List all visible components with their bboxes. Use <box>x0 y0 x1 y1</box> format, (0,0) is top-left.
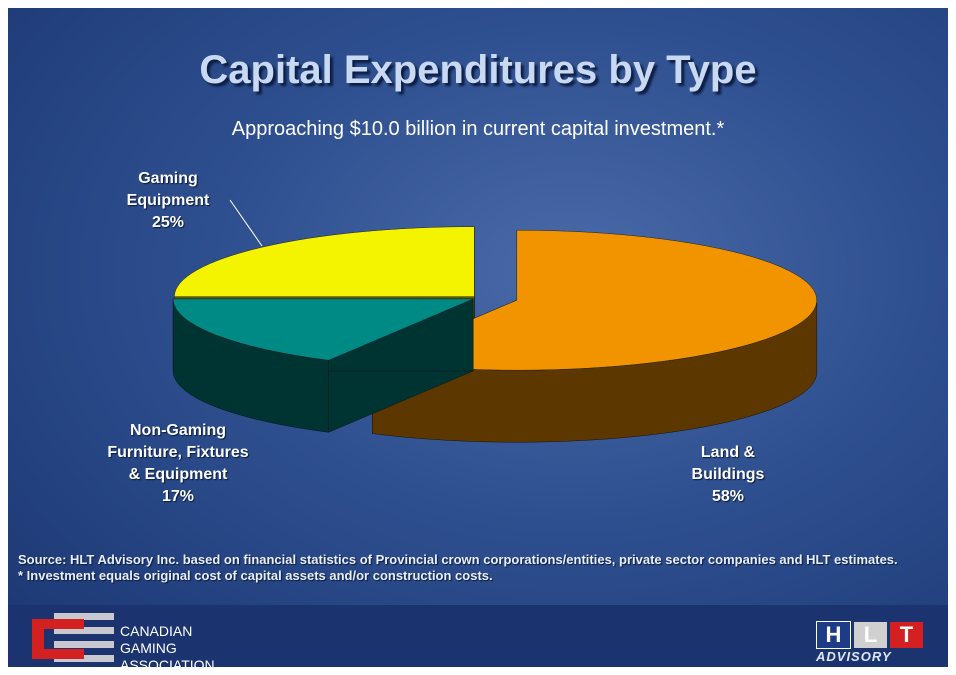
category-label: Land & Buildings <box>691 444 765 483</box>
chart-title: Capital Expenditures by Type <box>199 48 757 92</box>
slide: Capital Expenditures by Type Approaching… <box>8 8 948 667</box>
slice <box>371 229 818 371</box>
chart-subtitle: Approaching $10.0 billion in current cap… <box>231 118 725 140</box>
slice-label: Non-Gaming Furniture, Fixtures & Equipme… <box>103 420 253 508</box>
logo-text: CANADIAN <box>120 623 193 639</box>
source-notes: Source: HLT Advisory Inc. based on finan… <box>18 552 918 584</box>
logo-text: ADVISORY <box>816 649 892 664</box>
footnote: * Investment equals original cost of cap… <box>18 568 493 583</box>
value-label: 25% <box>151 214 185 231</box>
logo-letter: L <box>854 622 887 648</box>
logo-letter: H <box>816 621 851 649</box>
cga-logo-icon <box>32 613 114 662</box>
leader-line <box>229 199 263 247</box>
logo-text: ASSOCIATION <box>120 657 215 667</box>
source: Source: HLT Advisory Inc. based on finan… <box>18 552 898 567</box>
association-name: CANADIAN GAMING ASSOCIATION <box>120 623 215 667</box>
logo-letter: T <box>890 622 923 648</box>
value-label: 58% <box>711 488 745 505</box>
slice-label: Gaming Equipment 25% <box>118 168 218 234</box>
category-label: Non-Gaming Furniture, Fixtures & Equipme… <box>107 422 249 483</box>
logo-text: GAMING <box>120 640 177 656</box>
pie-chart <box>172 199 818 443</box>
category-label: Gaming Equipment <box>126 170 210 209</box>
slice <box>174 226 475 297</box>
slice-label: Land & Buildings 58% <box>668 442 788 508</box>
value-label: 17% <box>161 488 195 505</box>
slice <box>172 298 474 361</box>
